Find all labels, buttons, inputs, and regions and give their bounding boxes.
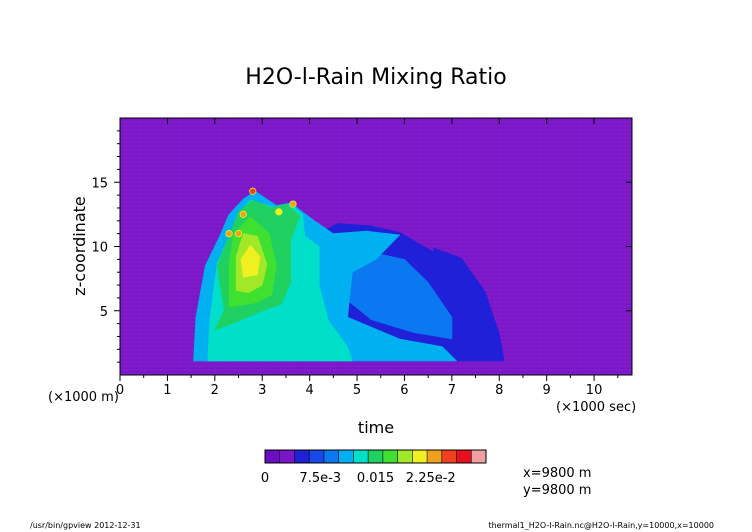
annotation-y: y=9800 m xyxy=(523,483,591,498)
contour-region-level-2 xyxy=(432,247,505,360)
colorbar xyxy=(264,449,487,464)
colorbar-tick-label: 2.25e-2 xyxy=(406,471,456,486)
y-tick-label: 10 xyxy=(91,241,108,256)
x-tick-label: 9 xyxy=(543,383,551,398)
colorbar-swatch xyxy=(397,450,413,463)
y-unit-label: (×1000 m) xyxy=(48,390,119,405)
x-tick-label: 1 xyxy=(163,383,171,398)
colorbar-swatch xyxy=(265,450,280,463)
x-tick-label: 7 xyxy=(448,383,456,398)
hotspot-mark xyxy=(225,230,233,238)
x-tick-label: 4 xyxy=(305,383,313,398)
x-tick-label: 0 xyxy=(116,383,124,398)
y-tick-label: 15 xyxy=(91,176,108,191)
hotspot-mark xyxy=(289,200,297,208)
colorbar-swatch xyxy=(323,450,339,463)
hotspot-mark xyxy=(275,208,283,216)
colorbar-swatch xyxy=(368,450,384,463)
footer-right: thermal1_H2O-l-Rain.nc@H2O-l-Rain,y=1000… xyxy=(488,521,714,530)
annotation-x: x=9800 m xyxy=(523,466,591,481)
contour-region-level-3 xyxy=(337,252,453,340)
colorbar-swatch xyxy=(427,450,442,463)
hotspot-mark xyxy=(249,187,257,195)
colorbar-swatch xyxy=(441,450,457,463)
x-axis: 0 1 2 3 4 5 6 7 8 9 10 xyxy=(116,118,619,398)
colorbar-tick-labels: 0 7.5e-3 0.015 2.25e-2 xyxy=(261,471,456,486)
colorbar-swatch xyxy=(412,450,428,463)
contour-regions xyxy=(193,187,505,362)
colorbar-swatch xyxy=(471,450,487,463)
y-axis-label: z-coordinate xyxy=(70,196,89,296)
y-axis: 5 10 15 xyxy=(91,130,632,363)
y-tick-label: 5 xyxy=(100,305,108,320)
colorbar-swatch xyxy=(309,450,325,463)
x-tick-label: 5 xyxy=(353,383,361,398)
colorbar-swatch xyxy=(353,450,369,463)
x-tick-label: 6 xyxy=(400,383,408,398)
colorbar-tick-label: 0.015 xyxy=(357,471,394,486)
colorbar-swatch xyxy=(294,450,310,463)
x-tick-label: 3 xyxy=(258,383,266,398)
x-tick-label: 8 xyxy=(495,383,503,398)
colorbar-swatch xyxy=(338,450,354,463)
footer-left: /usr/bin/gpview 2012-12-31 xyxy=(30,521,141,530)
x-axis-label: time xyxy=(358,418,394,437)
colorbar-swatch xyxy=(382,450,398,463)
colorbar-tick-label: 7.5e-3 xyxy=(299,471,341,486)
colorbar-frame xyxy=(264,449,487,464)
hotspot-mark xyxy=(239,210,247,218)
x-tick-label: 2 xyxy=(211,383,219,398)
chart-title: H2O-l-Rain Mixing Ratio xyxy=(245,65,506,90)
x-tick-label: 10 xyxy=(586,383,603,398)
colorbar-swatch xyxy=(456,450,472,463)
colorbar-tick-label: 0 xyxy=(261,471,269,486)
x-unit-label: (×1000 sec) xyxy=(556,400,636,415)
contour-region-level-9 xyxy=(240,244,261,278)
colorbar-swatch xyxy=(279,450,295,463)
hotspot-mark xyxy=(234,230,243,238)
